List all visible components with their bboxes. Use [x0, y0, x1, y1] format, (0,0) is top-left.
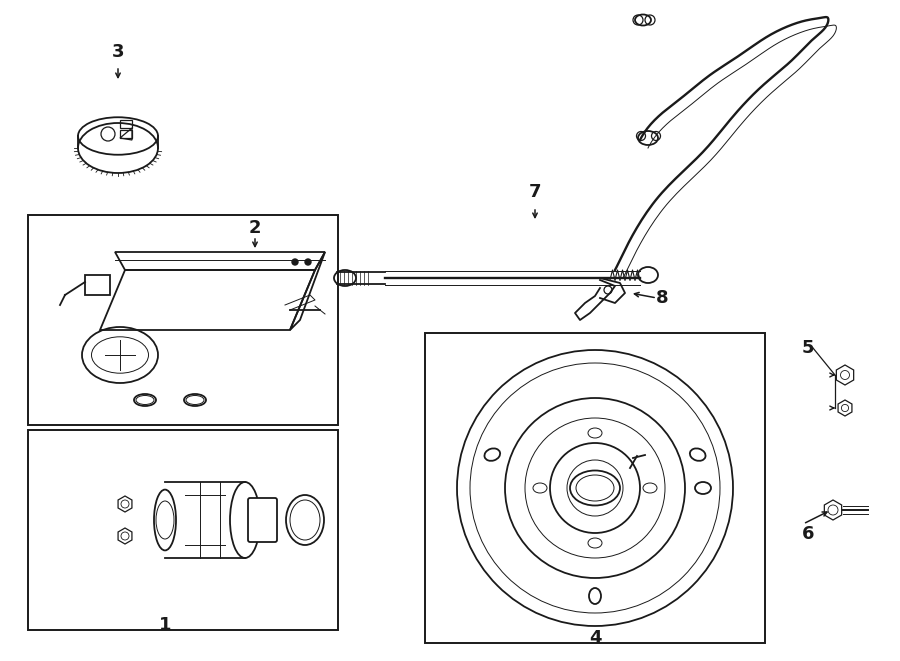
- Text: 3: 3: [112, 43, 124, 61]
- FancyBboxPatch shape: [248, 498, 277, 542]
- Bar: [120, 130, 132, 138]
- Text: 5: 5: [802, 339, 814, 357]
- Bar: [120, 120, 132, 128]
- Text: 6: 6: [802, 525, 814, 543]
- Text: 4: 4: [589, 629, 601, 647]
- Bar: [28, 430, 338, 630]
- Circle shape: [305, 259, 311, 265]
- Text: 7: 7: [529, 183, 541, 201]
- Text: 2: 2: [248, 219, 261, 237]
- Bar: [28, 215, 338, 425]
- Bar: [425, 333, 765, 643]
- Text: 1: 1: [158, 616, 171, 634]
- Circle shape: [292, 259, 298, 265]
- Text: 8: 8: [656, 289, 669, 307]
